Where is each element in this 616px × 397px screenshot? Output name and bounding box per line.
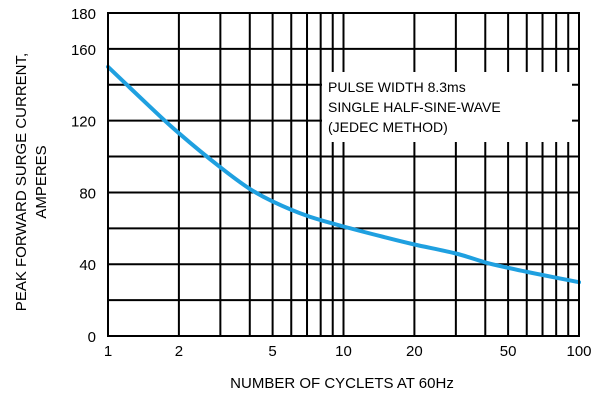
annotation-line-2: SINGLE HALF-SINE-WAVE — [328, 99, 501, 115]
x-tick-label: 50 — [500, 343, 517, 360]
x-tick-label: 1 — [104, 343, 112, 360]
annotation-background — [322, 72, 572, 142]
y-axis-title-line-1: PEAK FORWARD SURGE CURRENT, — [13, 53, 30, 311]
series-layer — [106, 64, 581, 285]
y-tick-label: 80 — [79, 185, 96, 202]
plot-frame — [107, 12, 580, 337]
series-line — [106, 64, 581, 285]
y-axis-title-line-2: AMPERES — [33, 145, 50, 218]
y-tick-label: 180 — [71, 6, 96, 23]
x-axis-title: NUMBER OF CYCLETS AT 60Hz — [230, 375, 454, 392]
x-tick-label: 2 — [175, 343, 183, 360]
x-tick-label: 100 — [566, 343, 591, 360]
y-tick-label: 160 — [71, 42, 96, 59]
x-tick-labels: 1 2 5 10 20 50 100 — [104, 343, 592, 360]
annotation-line-1: PULSE WIDTH 8.3ms — [328, 79, 466, 95]
annotation-line-3: (JEDEC METHOD) — [328, 119, 448, 135]
y-tick-labels: 0 40 80 120 160 180 — [71, 6, 96, 346]
x-tick-label: 20 — [406, 343, 423, 360]
grid-lines — [108, 13, 579, 336]
y-tick-label: 120 — [71, 114, 96, 131]
x-tick-label: 5 — [268, 343, 276, 360]
x-tick-label: 10 — [335, 343, 352, 360]
y-tick-label: 40 — [79, 257, 96, 274]
y-tick-label: 0 — [88, 329, 96, 346]
